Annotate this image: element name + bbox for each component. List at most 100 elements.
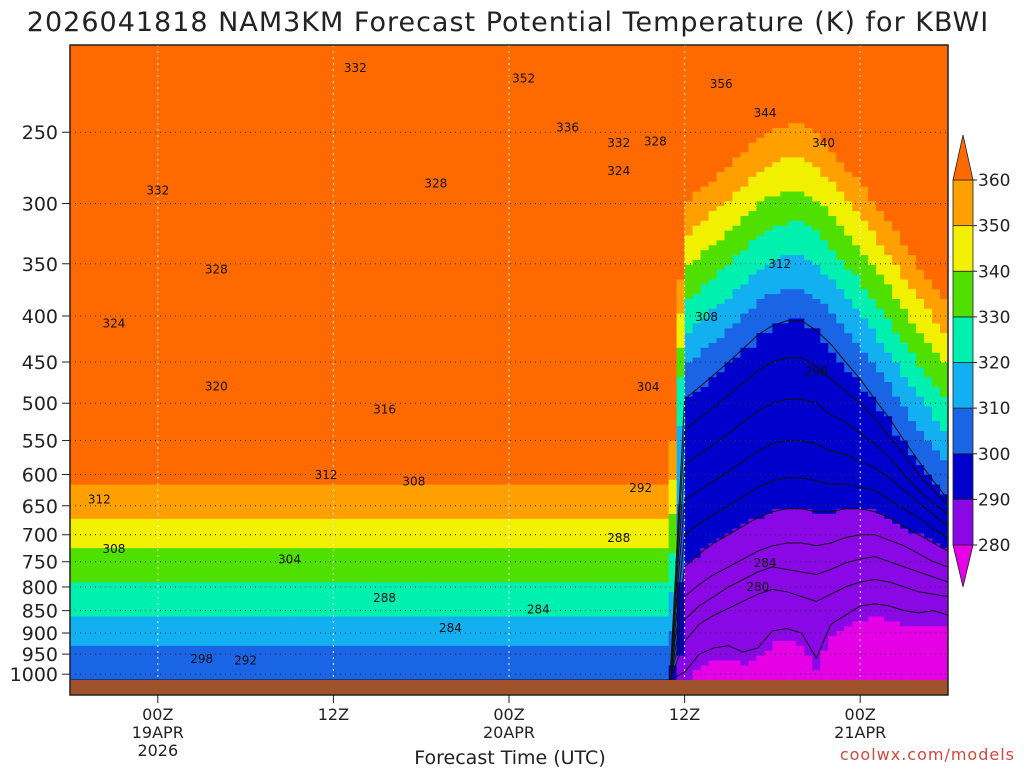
field-cell [261, 523, 271, 530]
field-cell [229, 357, 239, 364]
field-cell [141, 557, 151, 564]
field-cell [245, 386, 255, 393]
field-cell [301, 650, 311, 657]
field-cell [189, 450, 199, 456]
field-cell [189, 650, 199, 657]
field-cell [269, 323, 279, 329]
field-cell [253, 645, 263, 652]
field-cell [269, 567, 279, 574]
field-cell [357, 460, 366, 466]
field-cell [237, 308, 247, 315]
field-cell [349, 220, 358, 227]
field-cell [157, 128, 167, 134]
field-cell [197, 79, 207, 85]
field-cell [141, 328, 151, 334]
field-cell [357, 548, 366, 554]
field-cell [213, 69, 223, 75]
field-cell [245, 494, 255, 500]
field-cell [309, 338, 319, 344]
field-cell [317, 255, 327, 261]
field-cell [229, 401, 239, 408]
field-cell [85, 342, 95, 349]
field-cell [333, 79, 342, 85]
field-cell [109, 294, 119, 300]
field-cell [373, 152, 382, 158]
field-cell [261, 284, 271, 290]
field-cell [309, 567, 319, 574]
field-cell [325, 494, 334, 500]
field-cell [245, 118, 255, 124]
field-cell [117, 186, 127, 193]
field-cell [133, 382, 143, 388]
field-cell [133, 196, 143, 202]
field-cell [109, 660, 119, 666]
field-cell [317, 59, 327, 66]
field-cell [333, 69, 342, 75]
field-cell [365, 626, 374, 632]
field-cell [261, 347, 271, 354]
field-cell [341, 606, 350, 613]
field-cell [341, 469, 350, 476]
field-cell [285, 225, 295, 232]
field-cell [237, 440, 247, 447]
field-cell [181, 196, 191, 202]
field-cell [253, 294, 263, 300]
field-cell [181, 113, 191, 119]
field-cell [333, 626, 342, 632]
field-cell [173, 69, 183, 75]
field-cell [309, 323, 319, 329]
field-cell [70, 49, 79, 56]
field-cell [157, 338, 167, 344]
field-cell [325, 655, 334, 662]
field-cell [237, 103, 247, 110]
field-cell [213, 494, 223, 500]
field-cell [285, 84, 295, 90]
field-cell [173, 323, 183, 329]
field-cell [197, 167, 207, 173]
field-cell [277, 401, 287, 408]
field-cell [365, 352, 374, 359]
field-cell [253, 108, 263, 114]
field-cell [285, 137, 295, 144]
field-cell [309, 538, 319, 544]
field-cell [285, 650, 295, 657]
field-cell [253, 494, 263, 500]
field-cell [141, 347, 151, 354]
field-cell [189, 616, 199, 622]
field-cell [141, 69, 151, 75]
field-cell [229, 426, 239, 432]
field-cell [141, 675, 151, 681]
field-cell [365, 308, 374, 315]
field-cell [261, 386, 271, 393]
field-cell [221, 372, 231, 378]
field-cell [365, 474, 374, 481]
field-cell [181, 215, 191, 222]
field-cell [365, 401, 374, 408]
field-cell [173, 74, 183, 80]
field-cell [261, 318, 271, 325]
field-cell [365, 489, 374, 495]
field-cell [293, 333, 303, 339]
field-cell [189, 313, 199, 320]
field-cell [333, 113, 342, 119]
field-cell [309, 572, 319, 579]
field-cell [149, 157, 159, 163]
field-cell [197, 225, 207, 232]
field-cell [309, 235, 319, 241]
field-cell [85, 528, 95, 535]
field-cell [141, 74, 151, 80]
field-cell [221, 352, 231, 359]
field-cell [157, 162, 167, 168]
field-cell [333, 181, 342, 188]
field-cell [85, 186, 95, 193]
field-cell [157, 504, 167, 510]
field-cell [213, 132, 223, 139]
field-cell [101, 621, 111, 627]
field-cell [165, 289, 175, 295]
field-cell [77, 377, 87, 383]
field-cell [93, 64, 103, 71]
field-cell [141, 84, 151, 90]
field-cell [141, 245, 151, 251]
field-cell [341, 460, 350, 466]
field-cell [125, 479, 135, 486]
